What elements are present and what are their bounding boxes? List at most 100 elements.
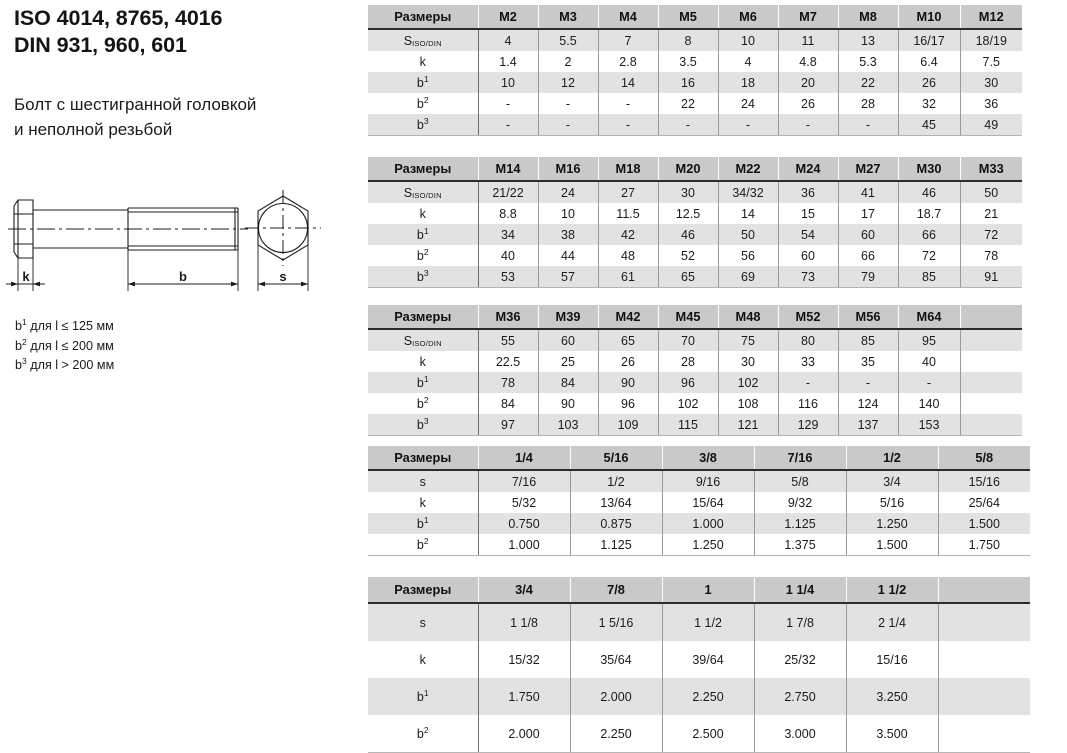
table-row: b2 40 44 48 52 56 60 66 72 78 (368, 245, 1022, 266)
table-cell: 102 (658, 393, 719, 414)
column-header-M7: M7 (778, 5, 839, 30)
table-cell: 108 (718, 393, 779, 414)
table-cell: 5/16 (846, 492, 939, 513)
table-cell: 1 1/8 (478, 603, 571, 641)
table-cell: 3.250 (846, 678, 939, 715)
table-row: b2 2.000 2.250 2.500 3.000 3.500 (368, 715, 1030, 753)
table-row: b1 34 38 42 46 50 54 60 66 72 (368, 224, 1022, 245)
table-cell: 137 (838, 414, 899, 436)
table-cell: 53 (478, 266, 539, 288)
table-cell (938, 678, 1030, 715)
column-header-M6: M6 (718, 5, 779, 30)
table-cell: 7/16 (478, 470, 571, 492)
table-row: b2- - -22 24 26 28 32 36 (368, 93, 1022, 114)
dimension-label-s: s (279, 269, 286, 284)
table-cell: 46 (898, 181, 961, 203)
column-header-M16: M16 (538, 157, 599, 182)
dimension-table-4: Размеры 1/4 5/16 3/8 7/16 1/2 5/8 s 7/16 1/2 9/16 5… (368, 446, 1030, 556)
product-info-panel: ISO 4014, 8765, 4016 DIN 931, 960, 601 Б… (0, 0, 360, 720)
table-cell: 90 (598, 372, 659, 393)
table-cell: 9/16 (662, 470, 755, 492)
table-cell: 25/32 (754, 641, 847, 678)
column-header-sizes: Размеры (368, 157, 479, 182)
column-header-sizes: Размеры (368, 446, 479, 471)
table-cell: 25/64 (938, 492, 1030, 513)
row-label-b3: b3 (368, 414, 479, 436)
table-cell: 16/17 (898, 29, 961, 51)
table-cell (960, 414, 1022, 436)
table-cell: 39/64 (662, 641, 755, 678)
table-cell: 78 (478, 372, 539, 393)
row-label-k: k (368, 51, 479, 72)
column-header-blank (938, 577, 1030, 604)
table-header-row: Размеры 3/4 7/8 1 1 1/4 1 1/2 (368, 577, 1030, 604)
column-header-1/4: 1/4 (478, 446, 571, 471)
row-label-b1: b1 (368, 72, 479, 93)
table-cell: 24 (538, 181, 599, 203)
column-header-M4: M4 (598, 5, 659, 30)
table-cell: 1.4 (478, 51, 539, 72)
table-cell: 5.3 (838, 51, 899, 72)
footnote-b2: b2 для l ≤ 200 мм (15, 337, 265, 357)
table-cell: 54 (778, 224, 839, 245)
table-cell: 9/32 (754, 492, 847, 513)
table-cell: 21 (960, 203, 1022, 224)
footnote-legend: b1 для l ≤ 125 мм b2 для l ≤ 200 мм b3 д… (15, 317, 265, 376)
description-line-2: и неполной резьбой (14, 120, 173, 139)
table-cell: 109 (598, 414, 659, 436)
column-header-M48: M48 (718, 305, 779, 330)
column-header-sizes: Размеры (368, 5, 479, 30)
table-cell: 42 (598, 224, 659, 245)
table-cell: 121 (718, 414, 779, 436)
table-cell: 75 (718, 329, 779, 351)
table-cell: 4 (718, 51, 779, 72)
column-header-M56: M56 (838, 305, 899, 330)
footnote-b3-sup: 3 (22, 355, 27, 366)
table-cell: 4 (478, 29, 539, 51)
footnote-b3: b3 для l > 200 мм (15, 356, 265, 376)
table-cell: 85 (838, 329, 899, 351)
row-label-b1: b1 (368, 224, 479, 245)
table-cell: 84 (478, 393, 539, 414)
column-header-1/2: 1/2 (846, 446, 939, 471)
table-cell: 78 (960, 245, 1022, 266)
table-cell: 24 (718, 93, 779, 114)
row-label-b2: b2 (368, 534, 479, 556)
standards-line-din: DIN 931, 960, 601 (14, 33, 187, 57)
column-header-M64: M64 (898, 305, 961, 330)
column-header-M52: M52 (778, 305, 839, 330)
table-cell: 15/16 (938, 470, 1030, 492)
table-cell: 45 (898, 114, 961, 136)
dimension-label-b: b (179, 269, 187, 284)
footnote-b1-text: для l ≤ 125 мм (26, 319, 114, 333)
table-cell: 1 7/8 (754, 603, 847, 641)
table-cell: - (778, 114, 839, 136)
row-label-b3: b3 (368, 266, 479, 288)
table-cell: 1.500 (938, 513, 1030, 534)
table-cell (938, 603, 1030, 641)
table-row: SISO/DIN 21/22 24 27 30 34/32 36 41 46 50 (368, 181, 1022, 203)
table-cell: 129 (778, 414, 839, 436)
table-cell: 96 (598, 393, 659, 414)
table-header-row: Размеры M14 M16 M18 M20 M22 M24 M27 M30 M33 (368, 157, 1022, 182)
table-cell: 13/64 (570, 492, 663, 513)
table-cell: 34/32 (718, 181, 779, 203)
table-cell: 30 (718, 351, 779, 372)
table-cell: 1/2 (570, 470, 663, 492)
table-cell: 35/64 (570, 641, 663, 678)
table-cell: 2.250 (662, 678, 755, 715)
column-header-M22: M22 (718, 157, 779, 182)
table-cell: 18.7 (898, 203, 961, 224)
table-cell: 1.375 (754, 534, 847, 556)
table-cell: 1 5/16 (570, 603, 663, 641)
row-label-s: s (368, 470, 479, 492)
table-row: k 22.5 25 26 28 30 33 35 40 (368, 351, 1022, 372)
table-cell: 1.125 (754, 513, 847, 534)
table-cell: 20 (778, 72, 839, 93)
table-cell: 0.750 (478, 513, 571, 534)
table-cell: 2.000 (570, 678, 663, 715)
footnote-b2-symbol: b (15, 338, 23, 353)
table-cell: 8.8 (478, 203, 539, 224)
table-cell: 73 (778, 266, 839, 288)
table-cell: 3/4 (846, 470, 939, 492)
